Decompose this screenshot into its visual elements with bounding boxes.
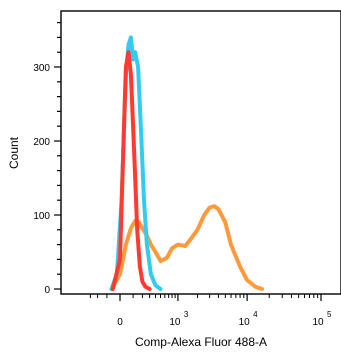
y-tick-label: 200 [33, 137, 50, 148]
y-tick-label: 0 [44, 285, 50, 296]
y-axis-label: Count [7, 136, 21, 169]
x-axis-label: Comp-Alexa Fluor 488-A [135, 335, 267, 349]
series-line-2 [109, 204, 265, 291]
x-tick-label: 10 [239, 317, 251, 328]
x-tick-label: 10 [312, 317, 324, 328]
y-tick-label: 100 [33, 211, 50, 222]
x-tick-exponent: 5 [327, 310, 332, 319]
plot-frame [60, 10, 341, 295]
x-tick-exponent: 4 [253, 310, 258, 319]
plot-area [109, 35, 265, 291]
y-tick-label: 300 [33, 63, 50, 74]
y-axis: 0 100 200 300 [33, 22, 61, 296]
x-tick-label: 0 [117, 317, 123, 328]
x-tick-label: 10 [169, 317, 181, 328]
series-line-0 [110, 50, 152, 291]
x-tick-exponent: 3 [184, 310, 189, 319]
